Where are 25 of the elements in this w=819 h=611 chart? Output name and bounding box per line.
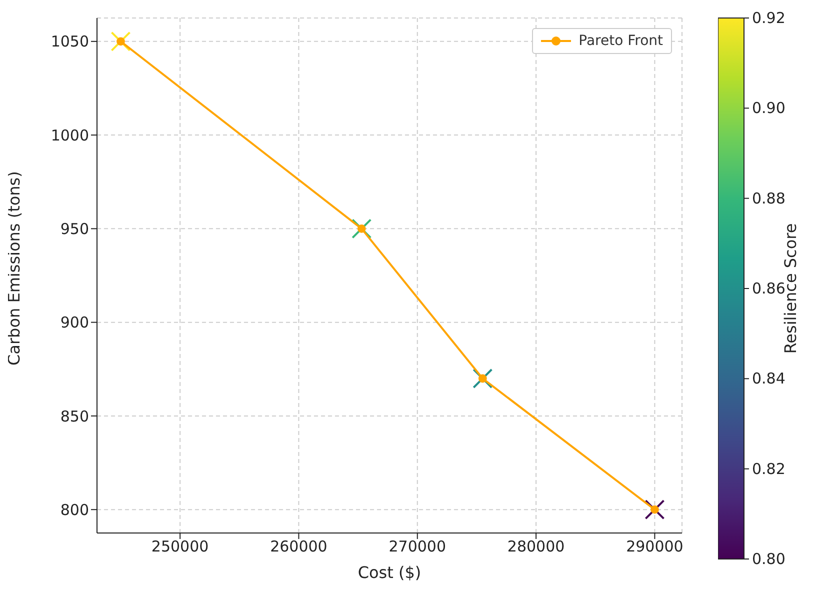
legend-label: Pareto Front (578, 33, 663, 49)
x-tick-label: 280000 (507, 538, 565, 556)
x-tick-label: 290000 (626, 538, 684, 556)
color-bar-label: 0.92 (752, 9, 786, 27)
y-tick-label: 1000 (50, 126, 89, 144)
x-axis-title: Cost ($) (358, 563, 422, 582)
x-tick-label: 270000 (388, 538, 446, 556)
point (478, 374, 487, 383)
point (116, 37, 125, 46)
y-tick-label: 950 (60, 220, 89, 238)
colorbar: 0.80 0.82 0.84 0.86 0.88 0.90 0.92 Resilience Score (718, 8, 803, 608)
y-tick-label: 1050 (50, 32, 89, 51)
x-tick-label: 260000 (270, 538, 328, 556)
y-tick-label: 850 (60, 407, 89, 426)
point (357, 224, 366, 233)
point (650, 505, 659, 514)
color-bar-label: 0.82 (752, 460, 786, 478)
y-tick-label: 900 (60, 314, 89, 332)
color-bar-label: 0.84 (752, 370, 786, 388)
color-bar-label: 0.88 (752, 189, 786, 208)
color-bar-label: 0.80 (752, 550, 786, 568)
y-tick-label: 800 (60, 500, 89, 519)
color-bar-label: 0.90 (752, 99, 786, 118)
color-bar-label: 0.86 (752, 280, 786, 298)
x-tick-label: 250000 (151, 538, 209, 556)
